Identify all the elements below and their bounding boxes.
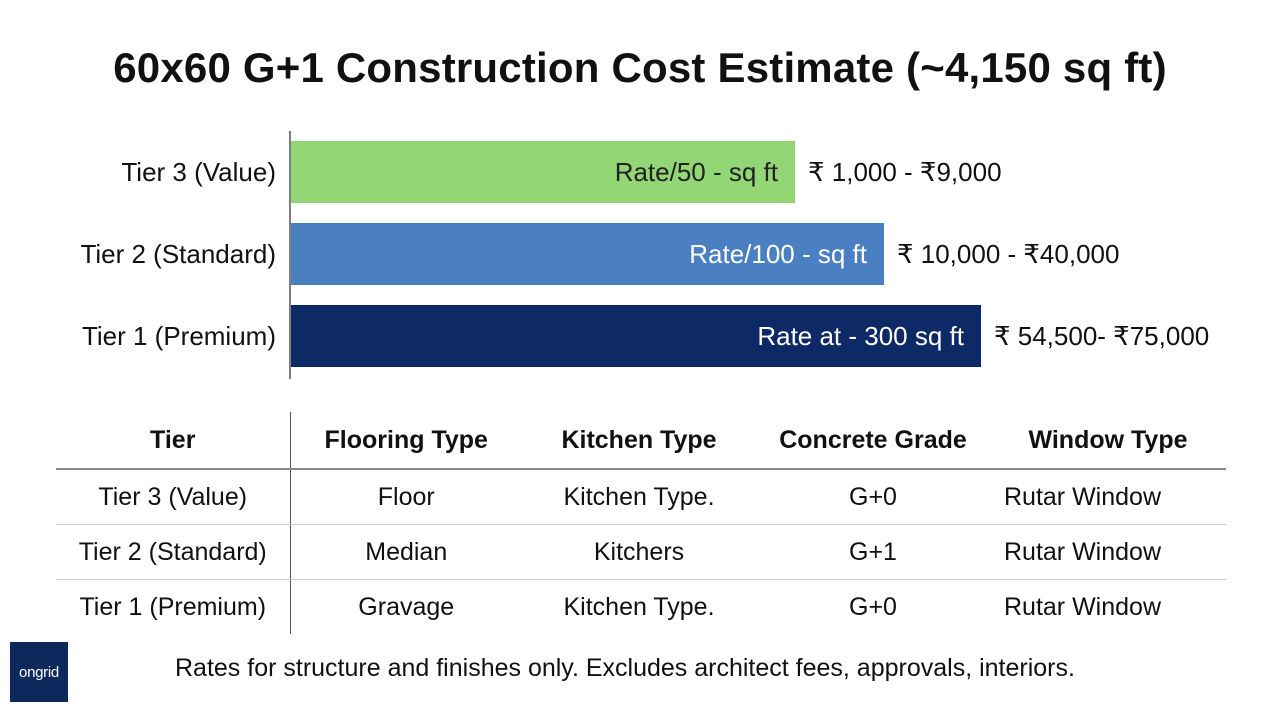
table-cell: G+0	[756, 469, 990, 525]
bar-inner-label: Rate/100 - sq ft	[689, 239, 868, 269]
chart-title: 60x60 G+1 Construction Cost Estimate (~4…	[113, 44, 1167, 91]
column-header: Window Type	[990, 412, 1226, 470]
bar-chart: Tier 3 (Value) Rate/50 - sq ft ₹ 1,000 - ₹…	[80, 131, 1209, 379]
table-header-row: Tier Flooring Type Kitchen Type Concrete…	[56, 412, 1226, 470]
table-cell: Kitchen Type.	[522, 469, 756, 525]
table-cell: Rutar Window	[990, 469, 1226, 525]
bar	[291, 223, 884, 285]
bar	[291, 141, 795, 203]
bar-inner-label: Rate at - 300 sq ft	[757, 321, 964, 351]
table-cell-tier: Tier 2 (Standard)	[56, 524, 291, 580]
bar-value-label: ₹ 54,500- ₹75,000	[994, 321, 1209, 351]
table-row: Tier 2 (Standard) Median Kitchers G+1 Ru…	[56, 524, 1226, 580]
table-row: Tier 3 (Value) Floor Kitchen Type. G+0 R…	[56, 469, 1226, 525]
table-cell: Gravage	[358, 592, 455, 621]
bar-value-label: ₹ 1,000 - ₹9,000	[808, 157, 1002, 187]
table-cell-tier: Tier 3 (Value)	[56, 469, 291, 525]
table-cell-tier: Tier 1 (Premium)	[56, 579, 291, 634]
bar-inner-label: Rate/50 - sq ft	[615, 157, 779, 187]
bar	[291, 305, 981, 367]
footnote: Rates for structure and finishes only. E…	[175, 654, 1075, 682]
table-cell: G+1	[756, 524, 990, 580]
table-cell: Floor	[290, 469, 522, 525]
ongrid-logo: ongrid	[10, 642, 68, 702]
column-header: Flooring Type	[290, 412, 522, 470]
column-header: Tier	[56, 412, 291, 470]
tier-spec-table: Tier Flooring Type Kitchen Type Concrete…	[56, 412, 1226, 634]
table-cell: Kitchers	[522, 524, 756, 580]
category-tick-label: Tier 1 (Premium)	[82, 321, 276, 351]
column-header: Concrete Grade	[756, 412, 990, 470]
table-cell: Rutar Window	[990, 524, 1226, 580]
category-tick-label: Tier 2 (Standard)	[80, 239, 276, 269]
table-cell: Median	[290, 524, 522, 580]
bar-value-label: ₹ 10,000 - ₹40,000	[897, 239, 1119, 269]
table-row: Tier 1 (Premium) Gravage Kitchen Type. G…	[56, 579, 1226, 634]
category-tick-label: Tier 3 (Value)	[121, 157, 276, 187]
column-header: Kitchen Type	[522, 412, 756, 470]
table-cell: G+0	[849, 592, 897, 621]
table-cell: Kitchen Type.	[563, 592, 715, 621]
table-cell: Rutar Window	[1004, 592, 1161, 621]
